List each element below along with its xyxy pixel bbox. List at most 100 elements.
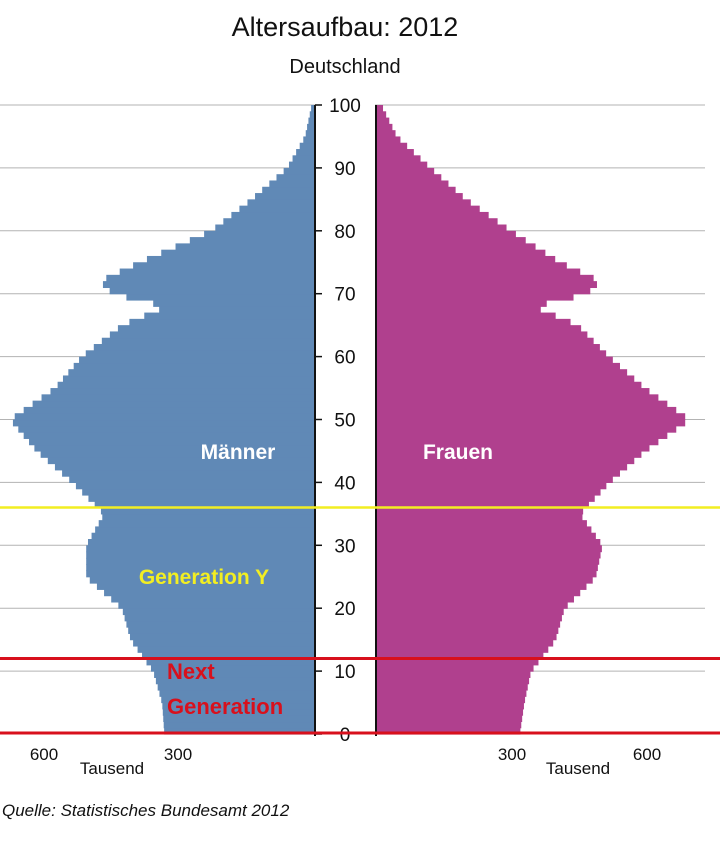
- bar-maenner: [104, 589, 314, 597]
- bar-frauen: [377, 287, 591, 295]
- bar-frauen: [377, 614, 562, 622]
- bar-frauen: [377, 608, 564, 616]
- x-tick-label: 300: [498, 745, 526, 764]
- bar-frauen: [377, 325, 582, 333]
- bar-maenner: [102, 513, 314, 521]
- bar-maenner: [86, 557, 314, 565]
- bar-frauen: [377, 331, 588, 339]
- chart-subtitle: Deutschland: [289, 56, 400, 78]
- bar-maenner: [231, 211, 314, 219]
- bar-maenner: [94, 501, 314, 509]
- bar-frauen: [377, 476, 613, 483]
- bar-frauen: [377, 570, 597, 578]
- bar-frauen: [377, 413, 686, 421]
- bar-maenner: [68, 369, 314, 377]
- x-tick-label: 300: [164, 745, 192, 764]
- bar-maenner: [93, 344, 314, 351]
- bar-frauen: [377, 369, 628, 377]
- bar-frauen: [377, 117, 390, 125]
- bar-maenner: [96, 583, 314, 590]
- bar-frauen: [377, 281, 597, 289]
- bar-frauen: [377, 513, 583, 521]
- y-tick-label: 70: [334, 285, 355, 306]
- bar-maenner: [163, 721, 314, 729]
- bar-maenner: [12, 419, 315, 427]
- bar-maenner: [255, 193, 314, 200]
- bar-maenner: [111, 595, 314, 603]
- bar-frauen: [377, 551, 601, 559]
- bar-maenner: [88, 494, 314, 502]
- bar-frauen: [377, 249, 546, 257]
- bar-maenner: [62, 469, 314, 477]
- bar-frauen: [377, 627, 559, 634]
- bar-maenner: [161, 696, 314, 704]
- bar-frauen: [377, 539, 601, 546]
- bar-frauen: [377, 155, 421, 163]
- bar-maenner: [117, 325, 314, 333]
- bar-maenner: [162, 702, 314, 710]
- bar-frauen: [377, 457, 635, 465]
- bar-frauen: [377, 243, 536, 251]
- bar-frauen: [377, 501, 589, 509]
- x-tick-label: 600: [633, 745, 661, 764]
- bar-maenner: [276, 174, 314, 182]
- bar-maenner: [69, 476, 314, 483]
- bar-frauen: [377, 394, 659, 402]
- bar-frauen: [377, 488, 601, 496]
- annotations: Generation Y Next Generation: [0, 506, 720, 735]
- bar-frauen: [377, 381, 642, 389]
- bar-frauen: [377, 721, 522, 729]
- bar-frauen: [377, 306, 541, 314]
- bar-frauen: [377, 520, 587, 528]
- bar-frauen: [377, 564, 598, 572]
- bar-frauen: [377, 362, 620, 370]
- bar-maenner: [87, 539, 314, 546]
- bar-frauen: [377, 274, 594, 282]
- x-axis-unit-right: Tausend: [546, 759, 610, 778]
- bar-maenner: [29, 438, 314, 446]
- bar-frauen: [377, 639, 554, 647]
- bar-maenner: [137, 645, 314, 653]
- bar-frauen: [377, 167, 435, 175]
- bar-maenner: [118, 601, 314, 609]
- bar-maenner: [154, 671, 314, 678]
- bar-frauen: [377, 123, 393, 131]
- bar-maenner: [54, 463, 314, 471]
- bar-frauen: [377, 218, 498, 226]
- bar-frauen: [377, 299, 547, 307]
- bar-maenner: [283, 167, 314, 175]
- bar-maenner: [98, 520, 314, 528]
- bar-frauen: [377, 645, 549, 653]
- bar-frauen: [377, 677, 530, 685]
- bar-frauen: [377, 136, 401, 144]
- bar-frauen: [377, 450, 642, 458]
- bar-frauen: [377, 237, 526, 244]
- bar-maenner: [144, 312, 314, 320]
- bar-frauen: [377, 664, 534, 672]
- bar-maenner: [129, 318, 314, 326]
- bar-maenner: [57, 381, 314, 389]
- bar-maenner: [122, 608, 315, 616]
- bar-frauen: [377, 545, 602, 553]
- bar-maenner: [159, 689, 314, 697]
- bar-frauen: [377, 142, 408, 150]
- bar-maenner: [162, 708, 314, 716]
- bar-maenner: [14, 413, 314, 421]
- bar-maenner: [86, 570, 314, 578]
- bar-maenner: [124, 614, 314, 622]
- bar-frauen: [377, 199, 471, 207]
- series-label-maenner: Männer: [201, 441, 276, 464]
- bar-frauen: [377, 161, 428, 169]
- bar-maenner: [305, 130, 314, 138]
- bar-maenner: [32, 400, 314, 408]
- bar-maenner: [119, 268, 314, 276]
- bar-maenner: [91, 532, 314, 540]
- bar-frauen: [377, 425, 677, 433]
- bar-frauen: [377, 683, 528, 691]
- bar-frauen: [377, 432, 668, 439]
- x-axis-ticks: 600 300 300 600 Tausend Tausend: [30, 745, 661, 778]
- bar-maenner: [288, 161, 314, 169]
- bar-maenner: [128, 627, 314, 634]
- bar-maenner: [23, 406, 315, 414]
